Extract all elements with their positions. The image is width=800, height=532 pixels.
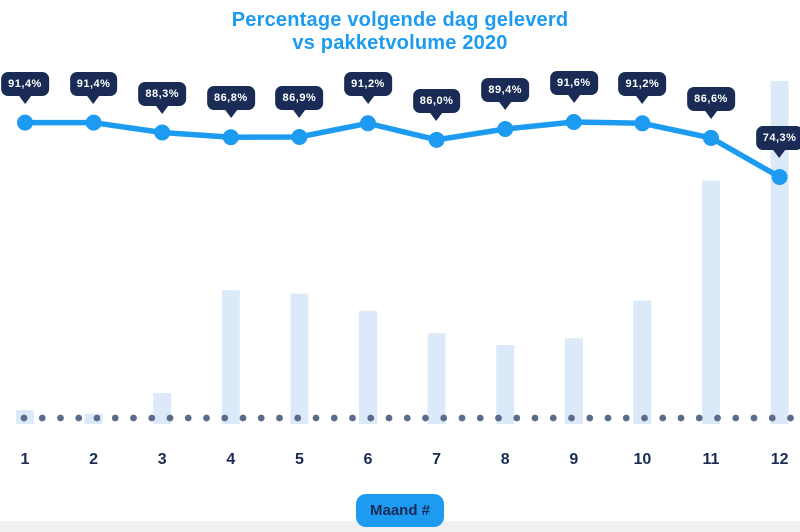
volume-bar (221, 290, 240, 424)
baseline-dot (148, 414, 156, 422)
baseline-dot (677, 414, 685, 422)
value-badge: 74,3% (755, 126, 800, 151)
baseline-dot (75, 414, 83, 422)
baseline-dot (495, 414, 502, 422)
value-badge: 91,4% (1, 71, 49, 96)
value-badge: 89,4% (481, 78, 530, 102)
baseline-dot (750, 414, 758, 422)
baseline-dot (586, 414, 594, 422)
value-badge: 88,3% (138, 81, 187, 106)
x-tick-label: 9 (569, 451, 579, 468)
volume-bar (770, 81, 789, 424)
x-tick-label: 5 (294, 451, 304, 468)
x-tick-label: 3 (157, 451, 167, 468)
baseline-dot (531, 414, 539, 422)
value-badge: 91,2% (344, 72, 392, 97)
baseline-dot (440, 414, 448, 422)
baseline-dot (166, 414, 174, 422)
value-badge: 86,0% (412, 88, 461, 113)
data-point-dot (154, 124, 171, 141)
data-point-dot (291, 128, 308, 145)
data-point-dot (360, 115, 376, 132)
value-badge: 91,6% (549, 71, 598, 95)
baseline-dot (57, 414, 64, 422)
data-point-dot (85, 114, 102, 131)
baseline-dot (111, 414, 119, 422)
chart-title: Percentage volgende dag geleverd vs pakk… (0, 9, 800, 55)
baseline-dot (549, 414, 557, 422)
baseline-dot (276, 414, 283, 422)
delivery-percentage-line (22, 119, 783, 180)
baseline-dot (385, 414, 393, 422)
data-point-dot (634, 115, 651, 132)
x-tick-label: 2 (89, 451, 99, 468)
baseline-dot (403, 414, 411, 422)
chart-title-line2: vs pakketvolume 2020 (292, 32, 508, 54)
baseline-dot (93, 414, 101, 422)
volume-bar (290, 293, 309, 424)
baseline-dot (732, 414, 740, 422)
baseline-dot (422, 414, 429, 422)
x-axis-title-pill: Maand # (355, 494, 445, 527)
x-tick-label: 4 (226, 451, 236, 468)
baseline-dot (568, 414, 575, 422)
volume-bar (427, 333, 446, 424)
volume-bar (496, 345, 515, 424)
baseline-dot (257, 414, 265, 422)
baseline-dot (38, 414, 46, 422)
x-tick-label: 7 (432, 451, 442, 468)
volume-bar (564, 338, 583, 424)
data-point-dot (17, 114, 33, 131)
value-badge: 91,4% (69, 71, 118, 96)
baseline-dot (20, 414, 28, 422)
data-point-dot (428, 131, 445, 148)
baseline-dot (476, 414, 484, 422)
volume-bar (702, 180, 720, 424)
value-badge: 91,2% (618, 72, 667, 97)
x-tick-label: 12 (770, 451, 789, 468)
baseline-dot (622, 414, 630, 422)
data-point-dot (222, 129, 239, 146)
baseline-dot (768, 414, 776, 422)
data-point-dot (703, 129, 719, 146)
baseline-dot (641, 414, 648, 422)
baseline-dot (695, 414, 703, 422)
baseline-dot (130, 414, 137, 422)
x-tick-label: 11 (702, 451, 720, 468)
baseline-dot (458, 414, 466, 422)
value-badge: 86,6% (687, 86, 735, 111)
baseline-dot (239, 414, 247, 422)
baseline-dot (349, 414, 356, 422)
baseline-dot (312, 414, 320, 422)
volume-bar (153, 393, 172, 424)
volume-bar (359, 310, 377, 424)
value-badge: 86,9% (275, 85, 324, 110)
baseline-dot (184, 414, 192, 422)
baseline-dot (367, 414, 375, 422)
value-badge: 86,8% (206, 86, 255, 111)
baseline-dot (604, 414, 612, 422)
x-tick-label: 10 (633, 451, 652, 468)
data-point-dot (771, 169, 788, 186)
baseline-dot (203, 414, 210, 422)
baseline-dot (659, 414, 667, 422)
baseline-dot (513, 414, 521, 422)
x-tick-label: 6 (363, 451, 373, 468)
baseline-dot (714, 414, 721, 422)
volume-bar (84, 413, 103, 424)
x-tick-label: 8 (500, 451, 510, 468)
baseline-dot (330, 414, 338, 422)
baseline-dot (221, 414, 229, 422)
chart-title-line1: Percentage volgende dag geleverd (231, 9, 569, 31)
data-point-dot (497, 121, 514, 138)
baseline-dot (294, 414, 302, 422)
volume-bar (633, 300, 652, 424)
x-tick-label: 1 (20, 451, 30, 468)
baseline-dot (787, 414, 794, 422)
data-point-dot (565, 114, 582, 131)
